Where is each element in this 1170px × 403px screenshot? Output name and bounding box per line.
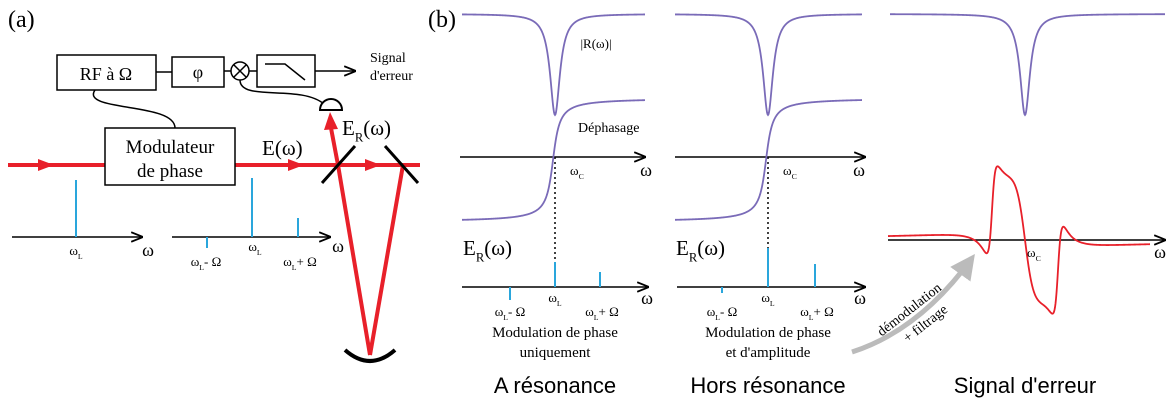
frequency-label-sub: L [503,313,508,322]
phase-curve [461,99,646,221]
reflectance-label: |R(ω)| [580,36,611,51]
cavity-label-sub: C [792,172,797,181]
field-label-base: E [463,236,476,260]
frequency-label: ωL- Ω [191,254,222,272]
frequency-label-base: ω [800,304,809,319]
cavity-label-sub: C [1036,254,1041,263]
caption: uniquement [520,345,592,361]
axis-label: ω [332,236,344,256]
frequency-label-base: ω [548,290,557,305]
reflected-field-label-rest: (ω) [363,116,391,140]
field-label-rest: (ω) [697,236,725,260]
frequency-label-base: ω [761,290,770,305]
frequency-label-base: ω [248,239,257,254]
reflectance-curve [675,13,862,117]
panel-title: Signal d'erreur [954,373,1096,398]
panel-label: (a) [8,7,35,33]
spectra-a [12,178,330,248]
frequency-label: ωL [248,239,262,257]
frequency-label: ωL+ Ω [800,304,834,322]
caption: et d'amplitude [726,345,811,361]
phase-shifter-label: φ [193,62,203,82]
frequency-label-rest: - Ω [508,304,525,319]
field-label-sub: R [476,250,485,264]
cavity-label-sub: C [579,172,584,181]
frequency-label-rest: + Ω [814,304,834,319]
axis-label: ω [142,240,154,260]
frequency-label-rest: - Ω [204,254,221,269]
cavity-label: ωC [570,163,584,181]
frequency-label-sub: L [557,299,562,308]
frequency-label-base: ω [191,254,200,269]
reflected-field-label-sub: R [355,130,364,144]
reflectance-curve [890,13,1165,117]
frequency-label-sub: L [809,313,814,322]
phase-curve [674,99,863,221]
modulator-label: de phase [137,161,203,182]
frequency-label: ωL- Ω [707,304,738,322]
optics [8,98,420,363]
cavity-label: ωC [1027,245,1041,263]
output-label: d'erreur [370,69,413,84]
reflectance-curve [462,13,645,117]
frequency-label-rest: + Ω [599,304,619,319]
cavity-label-base: ω [783,163,792,178]
frequency-label-base: ω [495,304,504,319]
frequency-label-sub: L [199,263,204,272]
frequency-label-base: ω [585,304,594,319]
axis-label: ω [641,288,653,308]
field-label: ER(ω) [463,236,512,264]
error-curve [887,165,1151,315]
frequency-label-base: ω [69,243,78,258]
caption: Modulation de phase [705,325,831,341]
frequency-label: ωL [761,290,775,308]
frequency-label: ωL- Ω [495,304,526,322]
frequency-label: ωL+ Ω [585,304,619,322]
panel-title: A résonance [494,373,616,398]
axis-label: ω [853,160,865,180]
frequency-label-sub: L [594,313,599,322]
frequency-label-sub: L [257,248,262,257]
frequency-label: ωL+ Ω [283,254,317,272]
panel-label: (b) [428,7,456,33]
panel-title: Hors résonance [690,373,845,398]
frequency-label: ωL [548,290,562,308]
axis-label: ω [1154,242,1166,262]
field-label: ER(ω) [676,236,725,264]
frequency-label-sub: L [78,252,83,261]
field-label-base: E [676,236,689,260]
output-label: Signal [370,51,406,66]
frequency-label-rest: - Ω [720,304,737,319]
field-label-sub: R [689,250,698,264]
frequency-label-sub: L [770,299,775,308]
electronics [56,54,355,129]
rf-label: RF à Ω [80,64,132,84]
cavity-label-base: ω [1027,245,1036,260]
frequency-label-sub: L [715,313,720,322]
frequency-label-sub: L [292,263,297,272]
frequency-label: ωL [69,243,83,261]
phase-label: Déphasage [578,121,639,136]
field-label-rest: (ω) [484,236,512,260]
axis-label: ω [640,160,652,180]
cavity-label: ωC [783,163,797,181]
reflected-field-label-base: E [342,116,355,140]
frequency-label-rest: + Ω [297,254,317,269]
modulator-label: Modulateur [126,137,215,158]
frequency-label-base: ω [283,254,292,269]
caption: Modulation de phase [492,325,618,341]
reflected-field-label: ER(ω) [342,116,391,144]
frequency-label-base: ω [707,304,716,319]
cavity-label-base: ω [570,163,579,178]
field-label: E(ω) [262,136,303,160]
axis-label: ω [854,288,866,308]
